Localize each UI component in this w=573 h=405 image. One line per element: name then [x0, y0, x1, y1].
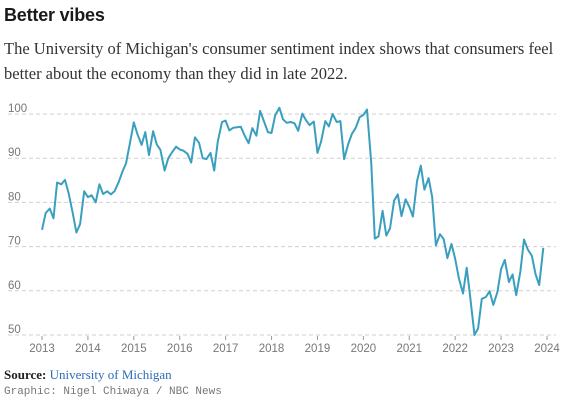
x-tick-label: 2024	[534, 343, 560, 355]
source-label: Source:	[4, 367, 47, 382]
y-tick-label: 70	[8, 236, 21, 248]
x-tick-label: 2015	[121, 343, 147, 355]
chart-title: Better vibes	[4, 5, 105, 25]
x-tick-label: 2020	[351, 343, 377, 355]
x-axis-labels: 2013 2014 2015 2016 2017 2018 2019 2020 2021 2022…	[29, 343, 560, 355]
x-axis-ticks	[41, 336, 548, 340]
y-tick-label: 100	[8, 103, 27, 115]
y-tick-label: 80	[8, 191, 21, 203]
chart-subtitle: The University of Michigan's consumer se…	[4, 39, 554, 83]
x-tick-label: 2016	[167, 343, 193, 355]
x-tick-label: 2018	[259, 343, 285, 355]
grid	[8, 113, 556, 336]
y-axis-labels: 50 60 70 80 90 100	[8, 103, 27, 336]
y-tick-label: 50	[8, 324, 21, 336]
x-tick-label: 2023	[488, 343, 514, 355]
y-tick-label: 60	[8, 280, 21, 292]
y-tick-label: 90	[8, 147, 21, 159]
x-tick-label: 2022	[442, 343, 468, 355]
x-tick-label: 2017	[213, 343, 239, 355]
source-line: Source: University of Michigan	[4, 367, 172, 383]
x-tick-label: 2014	[75, 343, 101, 355]
graphic-credit: Graphic: Nigel Chiwaya / NBC News	[4, 386, 222, 398]
source-link[interactable]: University of Michigan	[49, 367, 172, 382]
x-tick-label: 2021	[396, 343, 422, 355]
x-tick-label: 2019	[305, 343, 331, 355]
sentiment-series-line	[41, 106, 545, 336]
x-tick-label: 2013	[29, 343, 55, 355]
